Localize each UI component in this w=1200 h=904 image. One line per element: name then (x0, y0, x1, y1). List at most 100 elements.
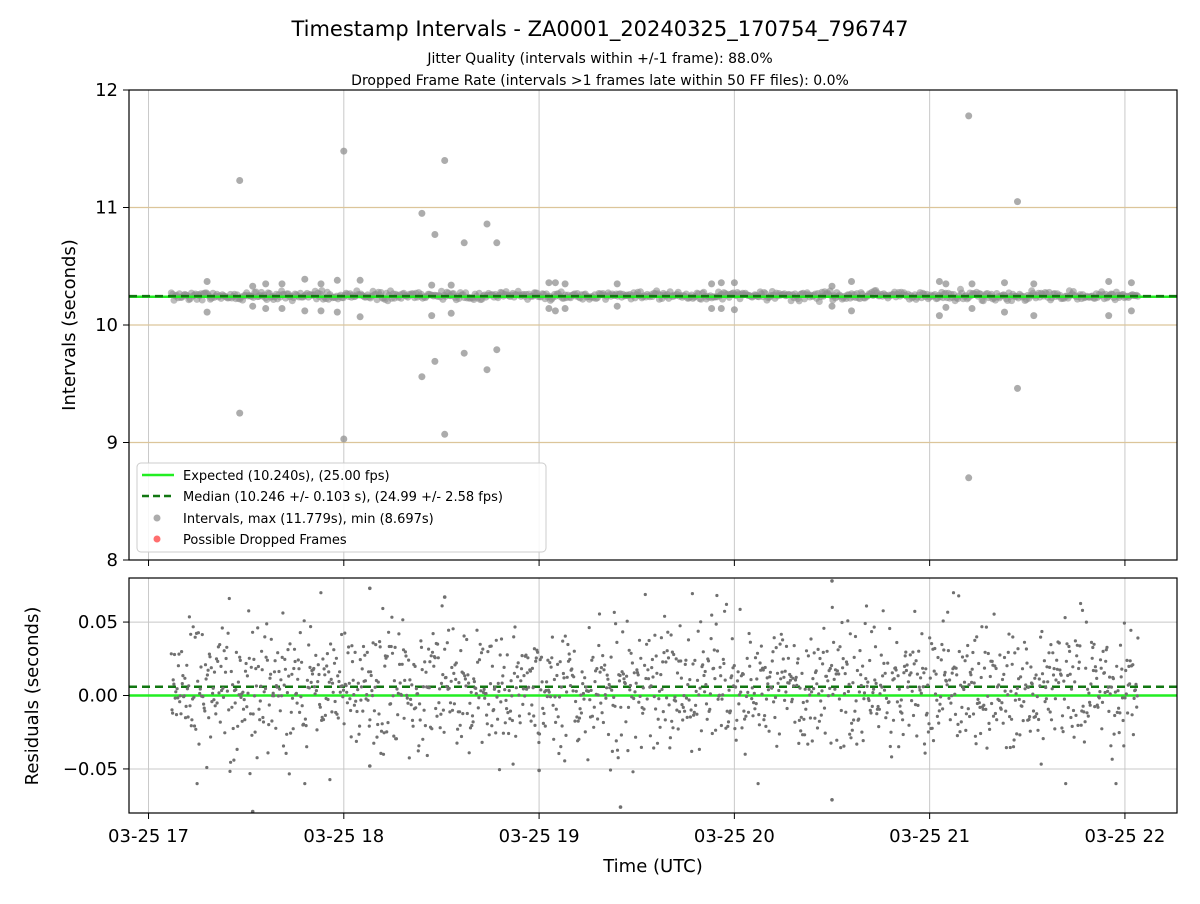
residual-point (1012, 738, 1016, 742)
residual-point (354, 699, 358, 703)
residual-point (508, 717, 512, 721)
residual-point (719, 723, 724, 728)
residual-point (746, 690, 750, 695)
residual-point (430, 650, 435, 654)
intervals-y-tick-label: 8 (107, 550, 118, 571)
residual-point (378, 640, 382, 644)
intervals-y-tick-label: 11 (95, 198, 118, 219)
residual-point (921, 685, 925, 689)
residuals-points (169, 579, 1140, 814)
interval-outlier-point (965, 474, 973, 482)
residual-point (988, 727, 992, 732)
residuals-panel: −0.050.000.05 03-25 17 03-25 18 03-25 19 03… (22, 577, 1178, 877)
residual-point (712, 666, 716, 671)
residuals-y-label: Residuals (seconds) (22, 607, 43, 786)
residual-point (187, 615, 191, 619)
residual-point (1129, 628, 1133, 632)
residual-point (551, 703, 555, 707)
x-tick-label: 03-25 18 (303, 826, 384, 847)
residual-point (227, 708, 231, 712)
residual-point (763, 665, 767, 670)
residual-point (300, 660, 304, 664)
residual-point (1052, 667, 1056, 671)
residual-point (196, 631, 200, 635)
residual-point (1033, 715, 1037, 719)
residual-point (590, 658, 594, 662)
residual-point (1005, 664, 1009, 668)
residual-point (447, 686, 451, 690)
residual-point (950, 694, 954, 698)
residual-point (757, 723, 762, 727)
residual-point (1121, 718, 1125, 723)
residual-point (323, 673, 327, 677)
residual-point (204, 677, 208, 681)
residual-point (221, 695, 226, 700)
residual-point (840, 620, 844, 625)
residual-point (395, 687, 399, 691)
residual-point (450, 665, 454, 670)
residual-point (507, 689, 511, 693)
residual-point (216, 659, 220, 664)
residual-point (531, 686, 535, 690)
residual-point (1039, 635, 1043, 639)
interval-outlier-point (333, 308, 341, 316)
residual-point (370, 689, 374, 693)
residual-point (628, 683, 633, 688)
residual-point (1122, 744, 1126, 748)
residual-point (895, 700, 900, 704)
residual-point (774, 646, 778, 650)
residual-point (563, 759, 567, 763)
residuals-y-tick-label: 0.00 (78, 686, 118, 707)
residual-point (901, 718, 905, 722)
residual-point (1027, 717, 1031, 722)
residual-point (266, 751, 270, 755)
residual-point (915, 734, 919, 738)
residual-point (239, 695, 243, 700)
interval-outlier-point (935, 312, 943, 320)
residual-point (547, 690, 551, 694)
residual-point (818, 656, 822, 661)
residual-point (855, 742, 859, 746)
residual-point (1002, 655, 1007, 660)
residual-point (327, 670, 331, 674)
residual-point (423, 660, 427, 664)
residual-point (902, 671, 906, 675)
residual-point (785, 706, 789, 711)
residual-point (521, 702, 525, 707)
residual-point (708, 707, 712, 712)
residual-point (283, 657, 287, 662)
residual-point (447, 628, 451, 632)
residual-point (631, 770, 635, 774)
residual-point (714, 622, 718, 626)
residual-point (759, 644, 764, 648)
residual-point (1103, 690, 1107, 695)
residual-point (169, 652, 173, 656)
residual-point (592, 725, 596, 729)
residual-point (375, 735, 379, 739)
residual-point (794, 675, 798, 680)
residual-point (760, 692, 764, 696)
residual-point (799, 715, 803, 719)
residual-point (1118, 643, 1123, 647)
residual-point (331, 690, 335, 694)
residual-point (1051, 651, 1055, 655)
residual-point (872, 687, 876, 691)
residual-point (223, 670, 228, 674)
residuals-y-tick-label: 0.05 (78, 612, 118, 633)
residual-point (681, 705, 685, 710)
residual-point (641, 711, 645, 715)
residual-point (773, 695, 778, 700)
residual-point (759, 668, 763, 672)
residual-point (218, 643, 222, 647)
residual-point (404, 654, 408, 658)
residual-point (810, 690, 814, 694)
residual-point (258, 699, 262, 703)
residual-point (402, 716, 406, 720)
residual-point (947, 696, 951, 700)
residual-point (381, 606, 385, 611)
residual-point (984, 625, 989, 629)
residual-point (723, 609, 727, 613)
residual-point (183, 676, 187, 680)
residual-point (1075, 654, 1079, 658)
residual-point (582, 697, 586, 701)
